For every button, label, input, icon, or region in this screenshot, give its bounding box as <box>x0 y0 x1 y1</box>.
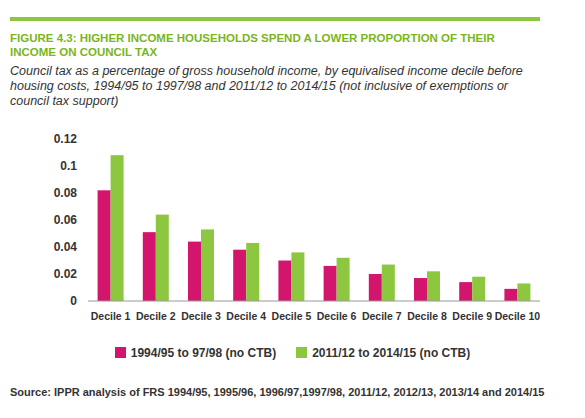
bar <box>414 278 427 301</box>
legend-label: 1994/95 to 97/98 (no CTB) <box>131 346 276 360</box>
y-tick-label: 0.06 <box>54 213 78 227</box>
plot: 0 0.02 0.04 0.06 0.08 0.1 0.12 Decile 1 Decile 2… <box>0 120 585 345</box>
x-tick-label: Decile 5 <box>272 310 312 322</box>
bar <box>517 283 530 301</box>
y-tick-label: 0.02 <box>54 267 78 281</box>
bar <box>188 242 201 301</box>
bar <box>369 274 382 301</box>
bar <box>278 261 291 302</box>
bar <box>201 229 214 301</box>
subtitle: Council tax as a percentage of gross hou… <box>10 64 540 109</box>
y-tick-label: 0.1 <box>60 159 77 173</box>
bar <box>504 289 517 301</box>
y-tick-label: 0.08 <box>54 186 78 200</box>
bars <box>98 155 531 301</box>
source: Source: IPPR analysis of FRS 1994/95, 19… <box>10 385 550 399</box>
x-axis <box>88 301 540 302</box>
bar <box>233 250 246 301</box>
legend-label: 2011/12 to 2014/15 (no CTB) <box>312 346 470 360</box>
top-rule <box>10 17 540 21</box>
bar <box>337 258 350 301</box>
legend-item: 1994/95 to 97/98 (no CTB) <box>115 346 276 360</box>
y-tick-label: 0.12 <box>54 132 78 146</box>
x-tick-label: Decile 6 <box>317 310 357 322</box>
bar <box>98 190 111 301</box>
bar <box>291 252 304 301</box>
legend: 1994/95 to 97/98 (no CTB) 2011/12 to 2014… <box>0 346 585 360</box>
legend-swatch <box>115 347 126 358</box>
y-tick-label: 0 <box>70 294 77 308</box>
y-tick-label: 0.04 <box>54 240 78 254</box>
legend-item: 2011/12 to 2014/15 (no CTB) <box>296 346 470 360</box>
bar <box>143 232 156 301</box>
x-tick-label: Decile 8 <box>407 310 447 322</box>
bar <box>459 282 472 301</box>
x-tick-label: Decile 4 <box>226 310 266 322</box>
bar <box>472 277 485 301</box>
bar <box>111 155 124 301</box>
x-tick-label: Decile 3 <box>181 310 221 322</box>
title: FIGURE 4.3: HIGHER INCOME HOUSEHOLDS SPE… <box>10 31 530 59</box>
bar <box>427 271 440 301</box>
bar <box>382 265 395 301</box>
x-tick-label: Decile 1 <box>91 310 131 322</box>
x-tick-label: Decile 10 <box>495 310 541 322</box>
bar <box>324 266 337 301</box>
x-tick-label: Decile 2 <box>136 310 176 322</box>
x-tick-label: Decile 9 <box>452 310 492 322</box>
legend-swatch <box>296 347 307 358</box>
x-tick-label: Decile 7 <box>362 310 402 322</box>
bar <box>246 243 259 301</box>
bar <box>156 215 169 301</box>
